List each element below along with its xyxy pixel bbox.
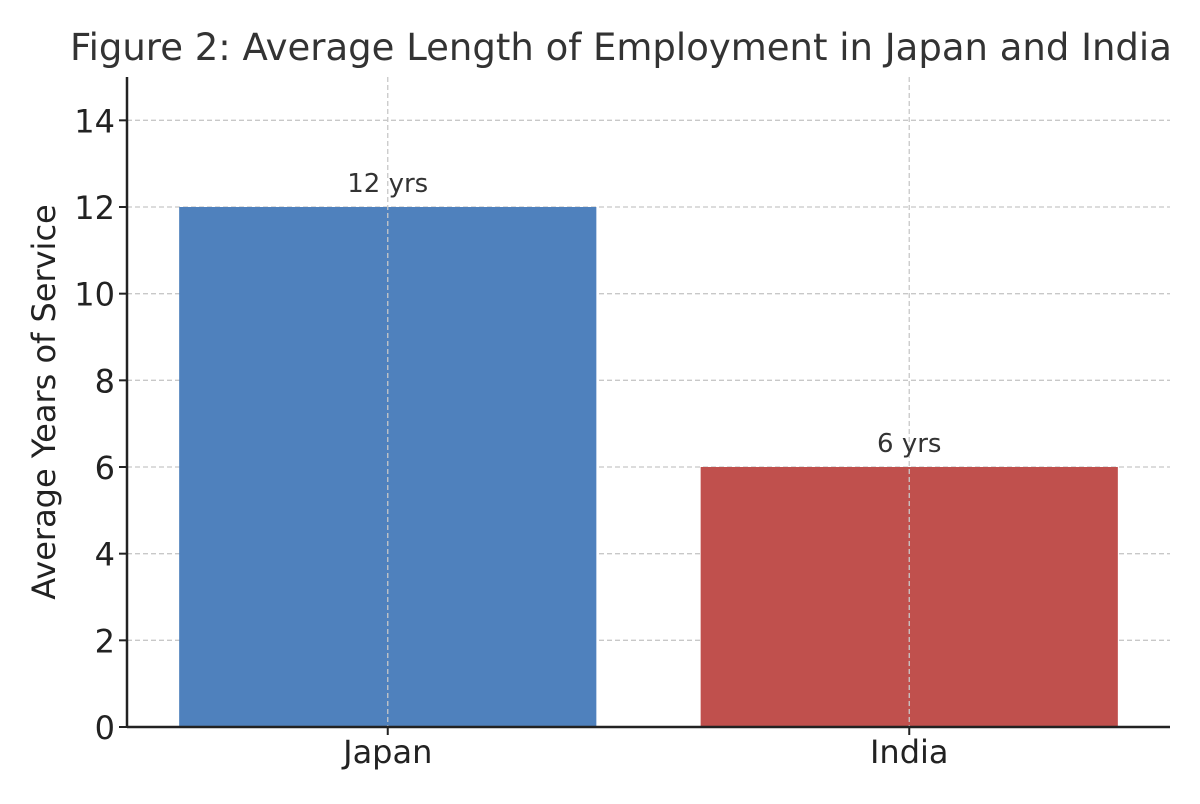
chart-title: Figure 2: Average Length of Employment i… bbox=[70, 26, 1172, 69]
x-tick-label: India bbox=[870, 733, 949, 771]
y-tick-label: 0 bbox=[95, 709, 115, 747]
y-axis-label: Average Years of Service bbox=[25, 204, 63, 599]
y-tick-label: 4 bbox=[95, 536, 115, 574]
data-labels: 12 yrs 6 yrs bbox=[347, 169, 941, 459]
y-tick-label: 6 bbox=[95, 449, 115, 487]
tick-labels: 0 2 4 6 8 10 12 14 Japan India bbox=[74, 102, 948, 771]
vertical-grid-lines bbox=[387, 77, 910, 727]
grid-lines bbox=[127, 119, 1170, 641]
y-tick-label: 8 bbox=[95, 362, 115, 400]
y-tick-label: 12 bbox=[74, 189, 115, 227]
y-tick-label: 2 bbox=[95, 622, 115, 660]
data-label-india: 6 yrs bbox=[877, 429, 941, 459]
data-label-japan: 12 yrs bbox=[347, 169, 428, 199]
y-tick-label: 14 bbox=[74, 102, 115, 140]
y-tick-label: 10 bbox=[74, 276, 115, 314]
axes bbox=[119, 77, 1170, 735]
x-tick-label: Japan bbox=[341, 733, 432, 771]
